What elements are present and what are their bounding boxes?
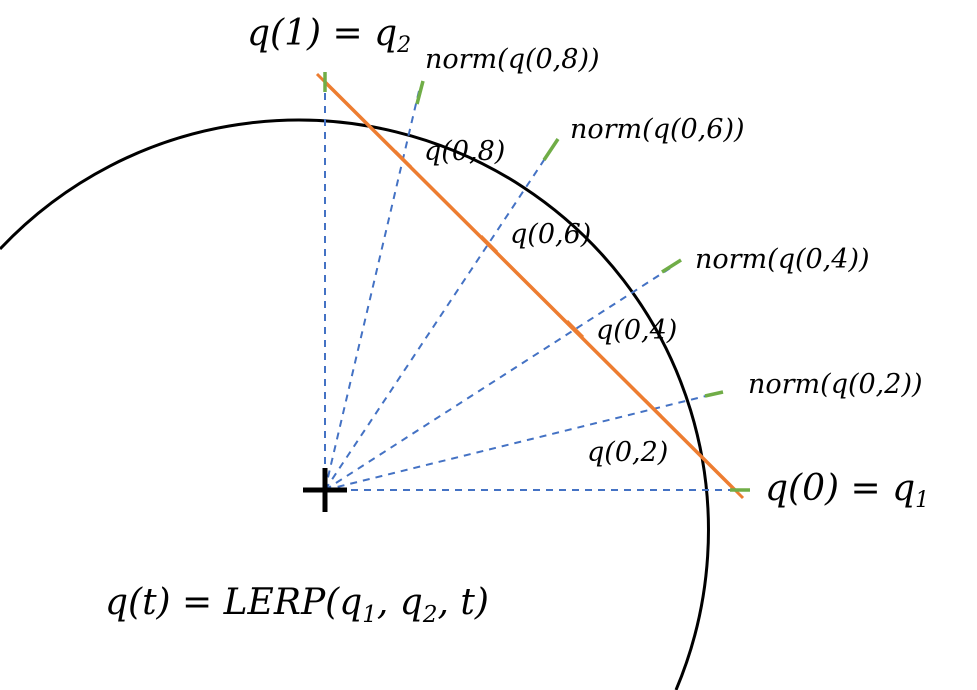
formula: q(t) = LERP(q1, q2, t) (105, 582, 489, 628)
label-q-t08: q(0,8) (424, 136, 505, 167)
unit-circle-arc (0, 118, 710, 690)
label-q-start: q(0) = q1 (765, 468, 929, 513)
ray-t08 (324, 90, 420, 491)
label-q-t06: q(0,6) (510, 219, 591, 250)
label-norm-t02: norm(q(0,2)) (748, 369, 923, 400)
lerp-tick-t04 (565, 319, 585, 339)
ray-t06 (324, 144, 555, 491)
norm-tick-t06 (542, 138, 560, 161)
lerp-tick-t06 (479, 234, 499, 254)
origin-plus-icon (303, 468, 347, 512)
lerp-chord (323, 80, 737, 492)
lerp-tick-t02 (643, 398, 663, 418)
label-norm-t08: norm(q(0,8)) (425, 44, 600, 75)
label-q-t04: q(0,4) (596, 315, 677, 346)
norm-tick-group (323, 72, 750, 492)
label-norm-t04: norm(q(0,4)) (695, 244, 870, 275)
norm-tick-t04 (661, 258, 682, 274)
norm-tick-t08 (415, 80, 425, 105)
ray-t02 (324, 392, 719, 491)
label-q-t02: q(0,2) (587, 437, 668, 468)
label-q-end: q(1) = q2 (247, 13, 411, 58)
lerp-tick-t08 (393, 149, 413, 169)
norm-tick-t02 (704, 390, 724, 398)
lerp-tick-group (315, 72, 745, 500)
ray-t04 (324, 266, 673, 491)
label-norm-t06: norm(q(0,6)) (570, 114, 745, 145)
